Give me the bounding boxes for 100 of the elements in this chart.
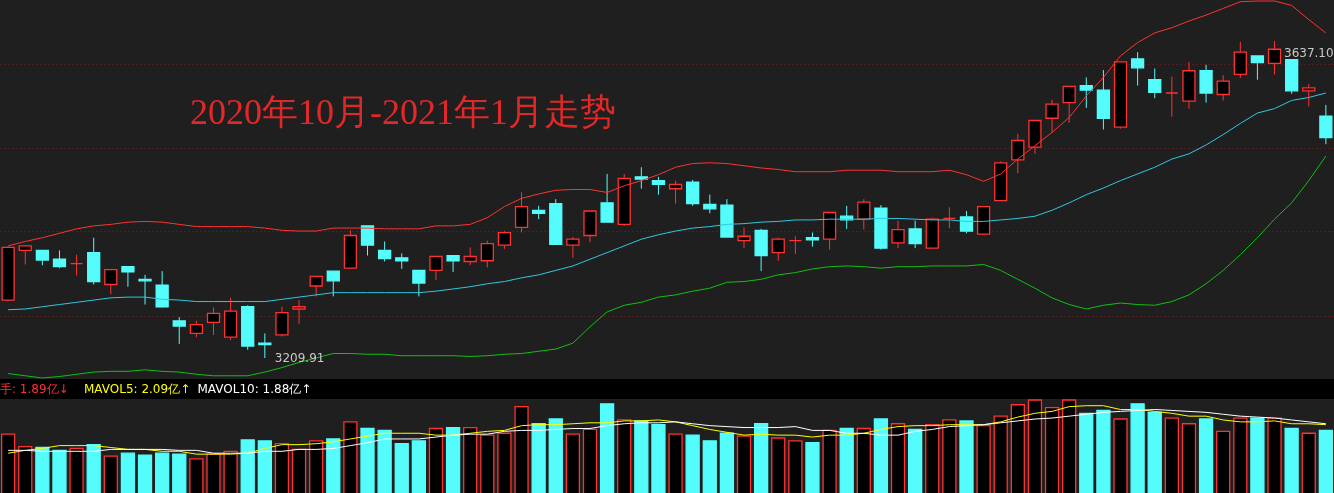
bar: [86, 444, 101, 493]
candlestick: [1045, 99, 1059, 133]
candlestick: [309, 275, 323, 297]
bar: [291, 448, 307, 493]
bar: [514, 406, 529, 493]
bar: [599, 403, 615, 493]
bar: [856, 427, 871, 493]
bar: [1216, 430, 1231, 493]
bar: [240, 439, 255, 493]
candlestick: [1130, 51, 1145, 87]
bar: [480, 434, 495, 493]
candlestick: [1250, 55, 1265, 81]
bar: [35, 446, 50, 493]
bar: [634, 420, 649, 493]
candlestick: [1148, 68, 1162, 99]
candlestick: [1216, 74, 1230, 101]
text: 2020年10月-2021年1月走势: [190, 92, 616, 132]
candlestick: [206, 307, 221, 336]
candlestick: [69, 254, 84, 277]
bar: [890, 423, 906, 493]
text: 手: 1.89亿↓: [0, 382, 69, 396]
bar: [360, 427, 375, 493]
bar: [274, 443, 290, 493]
candlestick: [1062, 85, 1076, 124]
bar: [394, 443, 409, 493]
bar: [377, 429, 392, 493]
candlestick: [1165, 76, 1179, 118]
bar: [873, 418, 889, 493]
candlestick: [446, 254, 460, 273]
bar: [155, 452, 170, 493]
candlestick: [908, 220, 922, 249]
candlestick: [360, 225, 375, 257]
bar: [685, 434, 700, 493]
bar: [257, 440, 272, 493]
bar: [497, 432, 512, 493]
annotation: 3637.10: [1284, 46, 1334, 60]
bar: [993, 415, 1008, 493]
candlestick: [1233, 41, 1247, 79]
candlestick: [737, 226, 751, 249]
bar: [1130, 403, 1145, 493]
candlestick: [1011, 133, 1025, 174]
bar: [822, 429, 837, 493]
bar: [206, 453, 221, 493]
annotation: 3209.91: [274, 351, 325, 366]
bar: [309, 440, 324, 493]
bar: [1010, 404, 1025, 493]
bar: [1267, 417, 1282, 493]
bar: [771, 437, 786, 493]
candlestick: [121, 266, 135, 288]
candlestick: [104, 269, 118, 295]
bar: [1233, 417, 1248, 493]
bar: [223, 450, 238, 493]
bar: [103, 455, 118, 493]
bar: [548, 418, 563, 493]
bar: [1147, 411, 1162, 493]
bar: [1096, 409, 1111, 493]
bar: [52, 449, 67, 493]
bar: [531, 423, 546, 493]
candlestick: [172, 316, 186, 345]
bar: [753, 423, 769, 493]
candlestick: [275, 306, 289, 337]
candlestick: [566, 236, 580, 259]
bar: [120, 452, 136, 493]
bar: [0, 433, 16, 493]
candlestick: [686, 179, 700, 207]
bar: [411, 440, 426, 493]
bar: [651, 424, 666, 493]
candlestick: [292, 299, 306, 325]
candlestick: [1199, 64, 1213, 104]
bar: [189, 458, 204, 493]
bar: [463, 426, 478, 493]
bar: [1250, 417, 1265, 493]
bar: [343, 421, 358, 493]
bar: [959, 420, 974, 493]
bar: [326, 438, 341, 493]
candlestick: [942, 206, 957, 229]
bar: [617, 419, 632, 493]
bar: [668, 433, 683, 493]
candlestick: [258, 332, 272, 359]
bar: [582, 428, 598, 493]
candlestick: [857, 198, 871, 231]
bar: [839, 427, 854, 493]
bar: [445, 426, 461, 493]
bar: [976, 425, 991, 493]
bar: [719, 432, 735, 493]
candlestick: [412, 269, 426, 297]
candlestick: [377, 240, 392, 262]
candlestick: [1079, 76, 1093, 109]
candlestick: [429, 255, 443, 281]
bar: [1198, 418, 1214, 493]
bar: [1301, 432, 1316, 493]
candlestick: [891, 220, 905, 249]
candlestick: [600, 173, 614, 223]
candlestick: [326, 270, 340, 297]
bar: [1079, 412, 1094, 493]
bar: [428, 427, 444, 493]
bar: [908, 428, 923, 493]
bar: [702, 440, 717, 493]
text: MAVOL5: 2.09亿↑: [84, 382, 191, 396]
bar: [137, 454, 153, 493]
